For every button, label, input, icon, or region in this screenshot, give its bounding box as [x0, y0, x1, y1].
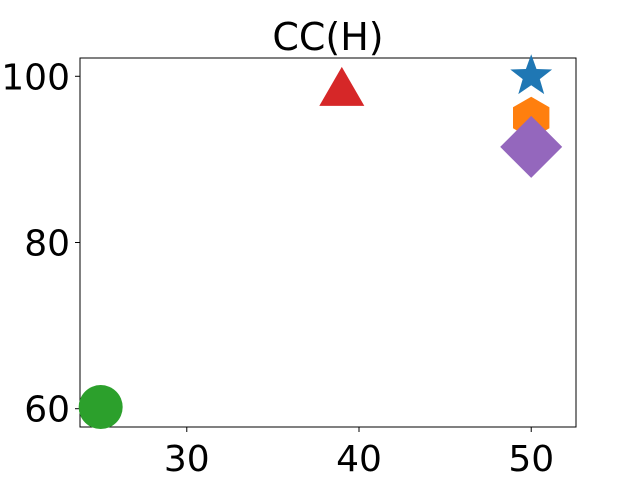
data-point-triangle [319, 66, 365, 106]
data-point-star [510, 54, 553, 95]
y-tick-label: 80 [24, 224, 70, 265]
x-axis: 30 40 50 [164, 427, 554, 480]
y-tick-label: 60 [24, 390, 70, 431]
data-point-diamond [500, 115, 563, 178]
y-tick-label: 100 [1, 57, 70, 98]
y-axis: 60 80 100 [1, 57, 80, 431]
chart-title: CC(H) [272, 15, 383, 59]
data-point-circle [78, 385, 123, 430]
x-tick-label: 50 [508, 439, 554, 480]
data-points [78, 54, 563, 430]
plot-area [79, 57, 577, 428]
x-tick-label: 40 [336, 439, 382, 480]
x-tick-label: 30 [164, 439, 210, 480]
